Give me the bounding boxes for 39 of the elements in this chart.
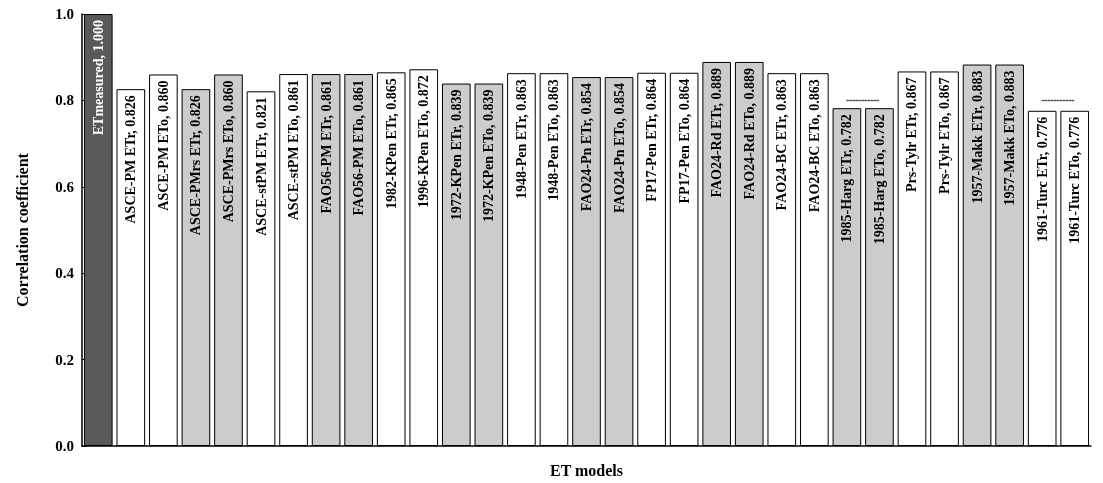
data-label: FAO24-Pn ETr, 0.854 — [579, 83, 594, 212]
data-label: 1996-KPen ETo, 0.872 — [416, 75, 432, 208]
x-axis-title: ET models — [549, 461, 624, 479]
data-label: FAO24-BC ETo, 0.863 — [806, 79, 822, 213]
data-label: 1961-Turc ETo, 0.776 — [1067, 116, 1083, 244]
data-label: 1972-KPen ETo, 0.839 — [481, 89, 497, 223]
data-label: 1985-Harg ETr, 0.782 — [839, 114, 855, 243]
data-label: FAO24-BC ETr, 0.863 — [774, 79, 790, 211]
data-label: ASCE-PM ETo, 0.860 — [155, 80, 171, 211]
data-label: FP17-Pen ETo, 0.864 — [676, 78, 692, 204]
data-label: 1961-Turc ETr, 0.776 — [1034, 116, 1050, 243]
data-label: FAO24-Pn ETo, 0.854 — [611, 83, 627, 213]
data-label: Prs-Tylr ETo, 0.867 — [937, 77, 953, 194]
data-label: 1985-Harg ETo, 0.782 — [871, 114, 887, 245]
data-label: FAO56-PM ETr, 0.861 — [318, 80, 334, 214]
y-tick-label: 0.2 — [55, 351, 74, 368]
data-label: ETmeasured, 1.000 — [90, 20, 106, 136]
data-label: ASCE-PMrs ETo, 0.860 — [220, 80, 236, 223]
data-label: 1972-KPen ETr, 0.839 — [448, 89, 464, 221]
data-label: ASCE-stPM ETo, 0.861 — [286, 80, 302, 221]
data-label: 1957-Makk ETo, 0.883 — [1002, 70, 1018, 206]
y-tick-label: 0.6 — [55, 178, 75, 195]
y-tick-label: 0.0 — [55, 438, 74, 454]
y-tick-label: 0.4 — [55, 265, 75, 282]
data-label: FP17-Pen ETr, 0.864 — [644, 78, 660, 202]
data-label: FAO24-Rd ETr, 0.889 — [709, 67, 725, 198]
data-label: 1948-Pen ETr, 0.863 — [513, 79, 529, 199]
y-tick-label: 0.8 — [55, 92, 74, 109]
data-label: FAO24-Rd ETo, 0.889 — [741, 67, 757, 200]
data-label: FAO56-PM ETo, 0.861 — [351, 80, 367, 216]
data-label: ASCE-PM ETr, 0.826 — [123, 95, 139, 224]
y-tick-label: 1.0 — [55, 6, 74, 22]
data-label: 1948-Pen ETo, 0.863 — [546, 79, 562, 201]
data-label: ASCE-stPM ETr, 0.821 — [253, 97, 269, 236]
data-label: Prs-Tylr ETr, 0.867 — [904, 77, 920, 193]
y-axis-title: Correlation coefficient — [13, 152, 31, 307]
data-label: ASCE-PMrs ETr, 0.826 — [188, 95, 204, 236]
data-label: 1957-Makk ETr, 0.883 — [969, 70, 985, 204]
data-label: 1982-KPen ETr, 0.865 — [383, 78, 399, 209]
